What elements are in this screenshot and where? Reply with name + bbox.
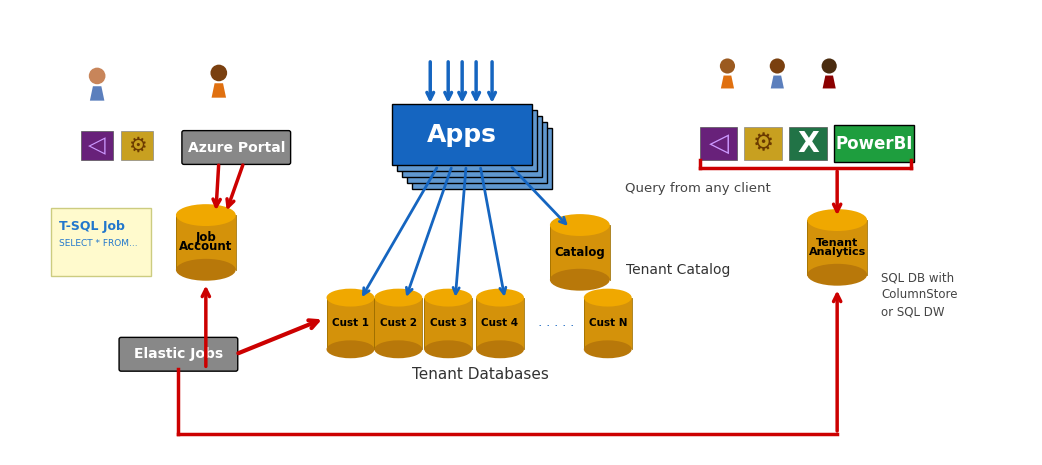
Bar [326,298,374,349]
Ellipse shape [584,340,631,358]
Text: Tenant Catalog: Tenant Catalog [625,263,730,277]
Circle shape [770,59,785,73]
Circle shape [89,67,105,84]
Text: SELECT * FROM...: SELECT * FROM... [59,239,138,248]
FancyBboxPatch shape [397,110,537,172]
Text: X: X [797,130,819,158]
Text: Cust 3: Cust 3 [429,319,467,328]
Ellipse shape [326,340,374,358]
FancyBboxPatch shape [744,126,783,160]
Text: Account: Account [179,240,232,253]
Text: ⚙: ⚙ [752,132,774,155]
Text: · · · · ·: · · · · · [538,320,574,333]
Ellipse shape [584,289,631,306]
Ellipse shape [424,340,472,358]
Ellipse shape [424,289,472,306]
Bar [550,225,610,280]
Ellipse shape [476,340,524,358]
Text: SQL DB with
ColumnStore
or SQL DW: SQL DB with ColumnStore or SQL DW [882,271,958,318]
Bar [584,298,631,349]
Ellipse shape [374,340,422,358]
Ellipse shape [476,289,524,306]
Ellipse shape [176,204,235,226]
FancyBboxPatch shape [121,131,153,160]
Text: ◁: ◁ [709,131,728,157]
FancyBboxPatch shape [182,131,291,165]
FancyBboxPatch shape [407,122,547,183]
Text: Apps: Apps [427,123,497,146]
Ellipse shape [808,264,867,286]
Ellipse shape [176,259,235,281]
Text: ◁: ◁ [89,134,106,157]
FancyBboxPatch shape [393,104,532,166]
Polygon shape [90,86,104,100]
Text: Tenant Databases: Tenant Databases [412,366,548,382]
Text: Analytics: Analytics [809,247,866,257]
Ellipse shape [808,209,867,231]
Ellipse shape [550,269,610,291]
Text: Tenant: Tenant [816,238,859,248]
Text: Cust N: Cust N [589,319,627,328]
FancyBboxPatch shape [51,208,151,276]
Polygon shape [212,83,226,98]
Bar [374,298,422,349]
Text: Elastic Jobs: Elastic Jobs [133,347,223,361]
Bar [476,298,524,349]
Text: Cust 2: Cust 2 [380,319,417,328]
Text: Job: Job [196,232,217,245]
FancyBboxPatch shape [789,126,827,160]
Ellipse shape [550,214,610,236]
FancyBboxPatch shape [835,125,914,162]
FancyBboxPatch shape [402,116,542,177]
Polygon shape [771,75,784,88]
Text: Azure Portal: Azure Portal [188,140,284,154]
Bar [176,215,235,270]
FancyBboxPatch shape [119,338,238,371]
FancyBboxPatch shape [699,126,738,160]
Bar [424,298,472,349]
Circle shape [210,65,227,81]
Circle shape [821,59,837,73]
Text: ⚙: ⚙ [128,135,147,155]
Text: T-SQL Job: T-SQL Job [59,219,125,232]
Text: Cust 4: Cust 4 [481,319,519,328]
Text: Catalog: Catalog [554,246,605,259]
Text: Cust 1: Cust 1 [332,319,369,328]
FancyBboxPatch shape [81,131,114,160]
Text: PowerBI: PowerBI [836,134,913,153]
Polygon shape [721,75,734,88]
Circle shape [720,59,735,73]
Ellipse shape [374,289,422,306]
FancyBboxPatch shape [413,127,552,189]
Polygon shape [822,75,836,88]
Ellipse shape [326,289,374,306]
Text: Query from any client: Query from any client [625,182,770,195]
Bar [808,220,867,275]
